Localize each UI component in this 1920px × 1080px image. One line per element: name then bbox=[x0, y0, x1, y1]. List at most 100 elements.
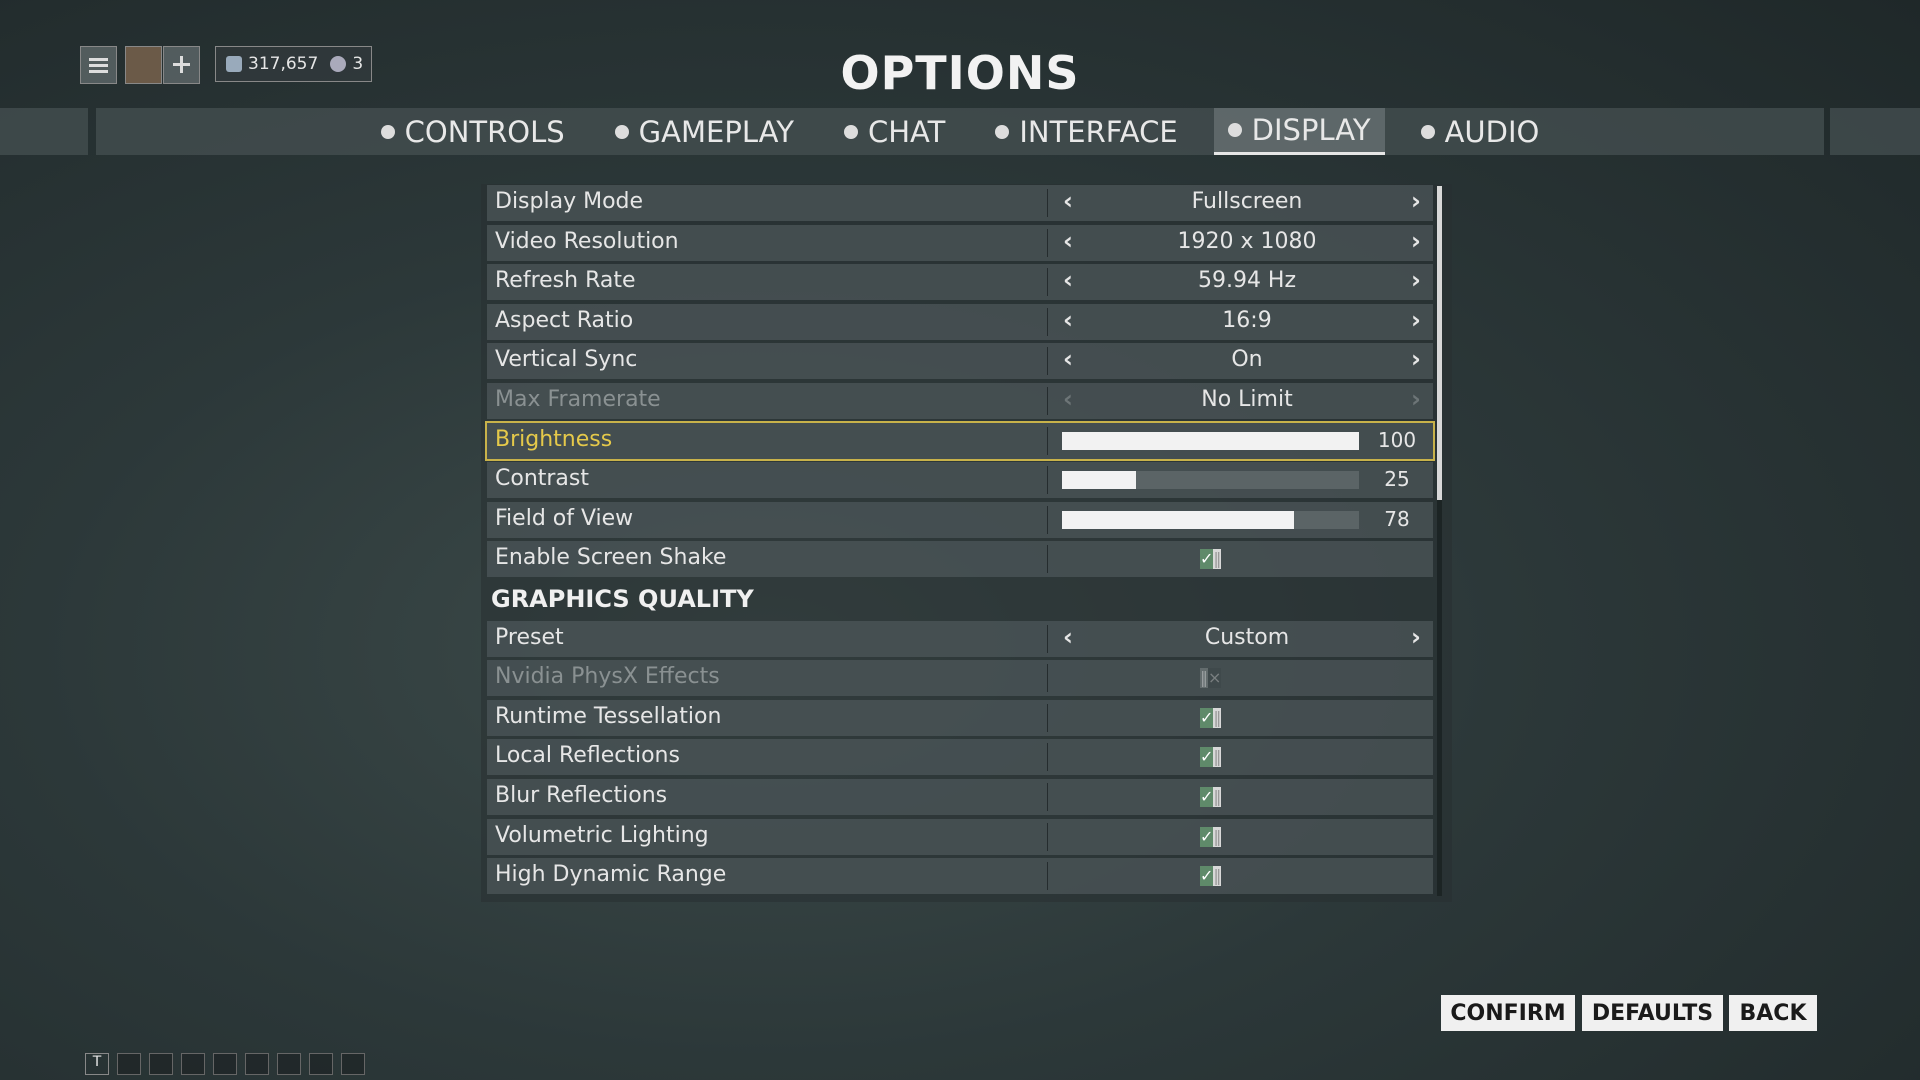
divider bbox=[1047, 426, 1048, 455]
toggle: ‖ × bbox=[1200, 668, 1282, 689]
slider-track[interactable] bbox=[1062, 471, 1359, 490]
arrow-right[interactable]: › bbox=[1411, 345, 1421, 374]
toggle[interactable]: ✓ ‖ bbox=[1200, 549, 1282, 570]
setting-label: Field of View bbox=[495, 505, 634, 531]
setting-row[interactable]: Refresh Rate ‹ 59.94 Hz › bbox=[487, 264, 1433, 301]
tab[interactable]: INTERFACE bbox=[981, 108, 1191, 155]
divider bbox=[1047, 387, 1048, 415]
menu-button[interactable] bbox=[80, 46, 117, 84]
divider bbox=[1047, 545, 1048, 574]
setting-row[interactable]: Contrast 25 bbox=[487, 462, 1433, 499]
bottom-icon[interactable]: T bbox=[85, 1053, 109, 1075]
tab-label: CHAT bbox=[867, 114, 946, 149]
arrow-right[interactable]: › bbox=[1411, 622, 1421, 651]
tab-icon bbox=[1420, 124, 1435, 139]
tab-bar bbox=[1830, 108, 1920, 155]
tab[interactable]: AUDIO bbox=[1407, 108, 1554, 155]
arrow-left[interactable]: ‹ bbox=[1063, 305, 1073, 334]
bottom-icon[interactable] bbox=[117, 1053, 141, 1075]
toggle[interactable]: ✓ ‖ bbox=[1200, 826, 1282, 847]
toggle[interactable]: ✓ ‖ bbox=[1200, 747, 1282, 768]
setting-value: Custom bbox=[1204, 624, 1290, 650]
divider bbox=[1047, 505, 1048, 534]
platinum: 3 bbox=[352, 54, 364, 74]
setting-row[interactable]: Field of View 78 bbox=[487, 501, 1433, 538]
divider bbox=[1047, 228, 1048, 257]
toggle[interactable]: ✓ ‖ bbox=[1200, 707, 1282, 728]
add-button[interactable] bbox=[163, 46, 200, 84]
toggle-on: ✓ bbox=[1200, 826, 1214, 847]
tab[interactable]: CONTROLS bbox=[367, 108, 579, 155]
tab[interactable]: GAMEPLAY bbox=[601, 108, 808, 155]
setting-row[interactable]: Local Reflections ✓ ‖ bbox=[487, 739, 1433, 776]
setting-row[interactable]: Runtime Tessellation ✓ ‖ bbox=[487, 699, 1433, 736]
tab-label: GAMEPLAY bbox=[638, 114, 794, 149]
toggle-on: ✓ bbox=[1200, 707, 1214, 728]
arrow-left[interactable]: ‹ bbox=[1063, 345, 1073, 374]
setting-row[interactable]: Volumetric Lighting ✓ ‖ bbox=[487, 818, 1433, 855]
tab-label: AUDIO bbox=[1444, 114, 1540, 149]
toggle-off: × bbox=[1208, 668, 1222, 689]
bottom-icon[interactable] bbox=[181, 1053, 205, 1075]
button[interactable]: DEFAULTS bbox=[1582, 995, 1723, 1031]
arrow-left[interactable]: ‹ bbox=[1063, 266, 1073, 295]
bottom-icon[interactable] bbox=[277, 1053, 301, 1075]
bottom-icon[interactable] bbox=[213, 1053, 237, 1075]
bottom-icon[interactable] bbox=[149, 1053, 173, 1075]
arrow-right: › bbox=[1411, 385, 1421, 413]
scrollbar-thumb[interactable] bbox=[1437, 186, 1442, 500]
avatar[interactable] bbox=[125, 46, 162, 84]
menu-icon bbox=[89, 58, 108, 73]
setting-label: High Dynamic Range bbox=[495, 862, 727, 888]
slider-value: 78 bbox=[1384, 506, 1410, 531]
setting-value: Fullscreen bbox=[1191, 189, 1303, 214]
setting-row[interactable]: Nvidia PhysX Effects ‖ × bbox=[487, 660, 1433, 697]
toggle-off: ‖ bbox=[1213, 747, 1222, 768]
setting-row[interactable]: Preset ‹ Custom › bbox=[487, 620, 1433, 657]
tab-icon bbox=[843, 124, 858, 139]
arrow-right[interactable]: › bbox=[1411, 187, 1421, 215]
setting-row[interactable]: High Dynamic Range ✓ ‖ bbox=[487, 858, 1433, 895]
setting-row[interactable]: Video Resolution ‹ 1920 x 1080 › bbox=[487, 224, 1433, 261]
setting-row[interactable]: Blur Reflections ✓ ‖ bbox=[487, 779, 1433, 815]
arrow-right[interactable]: › bbox=[1411, 226, 1421, 255]
button[interactable]: BACK bbox=[1729, 995, 1817, 1031]
toggle[interactable]: ✓ ‖ bbox=[1200, 787, 1282, 807]
tab-icon bbox=[380, 124, 395, 139]
toggle-off: ‖ bbox=[1213, 826, 1222, 847]
bottom-icon[interactable] bbox=[245, 1053, 269, 1075]
arrow-left[interactable]: ‹ bbox=[1063, 622, 1073, 651]
slider-value: 100 bbox=[1377, 427, 1417, 452]
toggle[interactable]: ✓ ‖ bbox=[1200, 866, 1282, 887]
bottom-icon[interactable] bbox=[309, 1053, 333, 1075]
tab[interactable]: CHAT bbox=[830, 108, 959, 155]
setting-row[interactable]: Vertical Sync ‹ On › bbox=[487, 343, 1433, 380]
divider bbox=[1047, 664, 1048, 693]
setting-row[interactable]: Display Mode ‹ Fullscreen › bbox=[487, 185, 1433, 221]
scrollbar[interactable] bbox=[1437, 186, 1442, 896]
setting-row[interactable]: Brightness 100 bbox=[485, 420, 1435, 461]
setting-label: Contrast bbox=[495, 466, 590, 492]
setting-row[interactable]: Max Framerate ‹ No Limit › bbox=[487, 383, 1433, 419]
arrow-right[interactable]: › bbox=[1411, 305, 1421, 334]
toggle-on: ✓ bbox=[1200, 747, 1214, 768]
tab-label: CONTROLS bbox=[404, 114, 565, 149]
toggle-off: ‖ bbox=[1213, 707, 1222, 728]
divider bbox=[1047, 743, 1048, 772]
tab[interactable]: DISPLAY bbox=[1213, 108, 1385, 155]
setting-label: Runtime Tessellation bbox=[495, 703, 722, 729]
setting-label: Vertical Sync bbox=[495, 347, 638, 373]
slider-track[interactable] bbox=[1062, 431, 1359, 450]
slider-track[interactable] bbox=[1062, 510, 1359, 529]
bottom-icon[interactable] bbox=[341, 1053, 365, 1075]
divider bbox=[1047, 189, 1048, 217]
arrow-right[interactable]: › bbox=[1411, 266, 1421, 295]
arrow-left[interactable]: ‹ bbox=[1063, 226, 1073, 255]
arrow-left[interactable]: ‹ bbox=[1063, 187, 1073, 215]
divider bbox=[1047, 703, 1048, 732]
setting-row[interactable]: Enable Screen Shake ✓ ‖ bbox=[487, 541, 1433, 578]
toggle-off: ‖ bbox=[1213, 549, 1222, 570]
bottom-bar: T bbox=[85, 1053, 365, 1075]
setting-row[interactable]: Aspect Ratio ‹ 16:9 › bbox=[487, 303, 1433, 340]
button[interactable]: CONFIRM bbox=[1441, 995, 1575, 1031]
